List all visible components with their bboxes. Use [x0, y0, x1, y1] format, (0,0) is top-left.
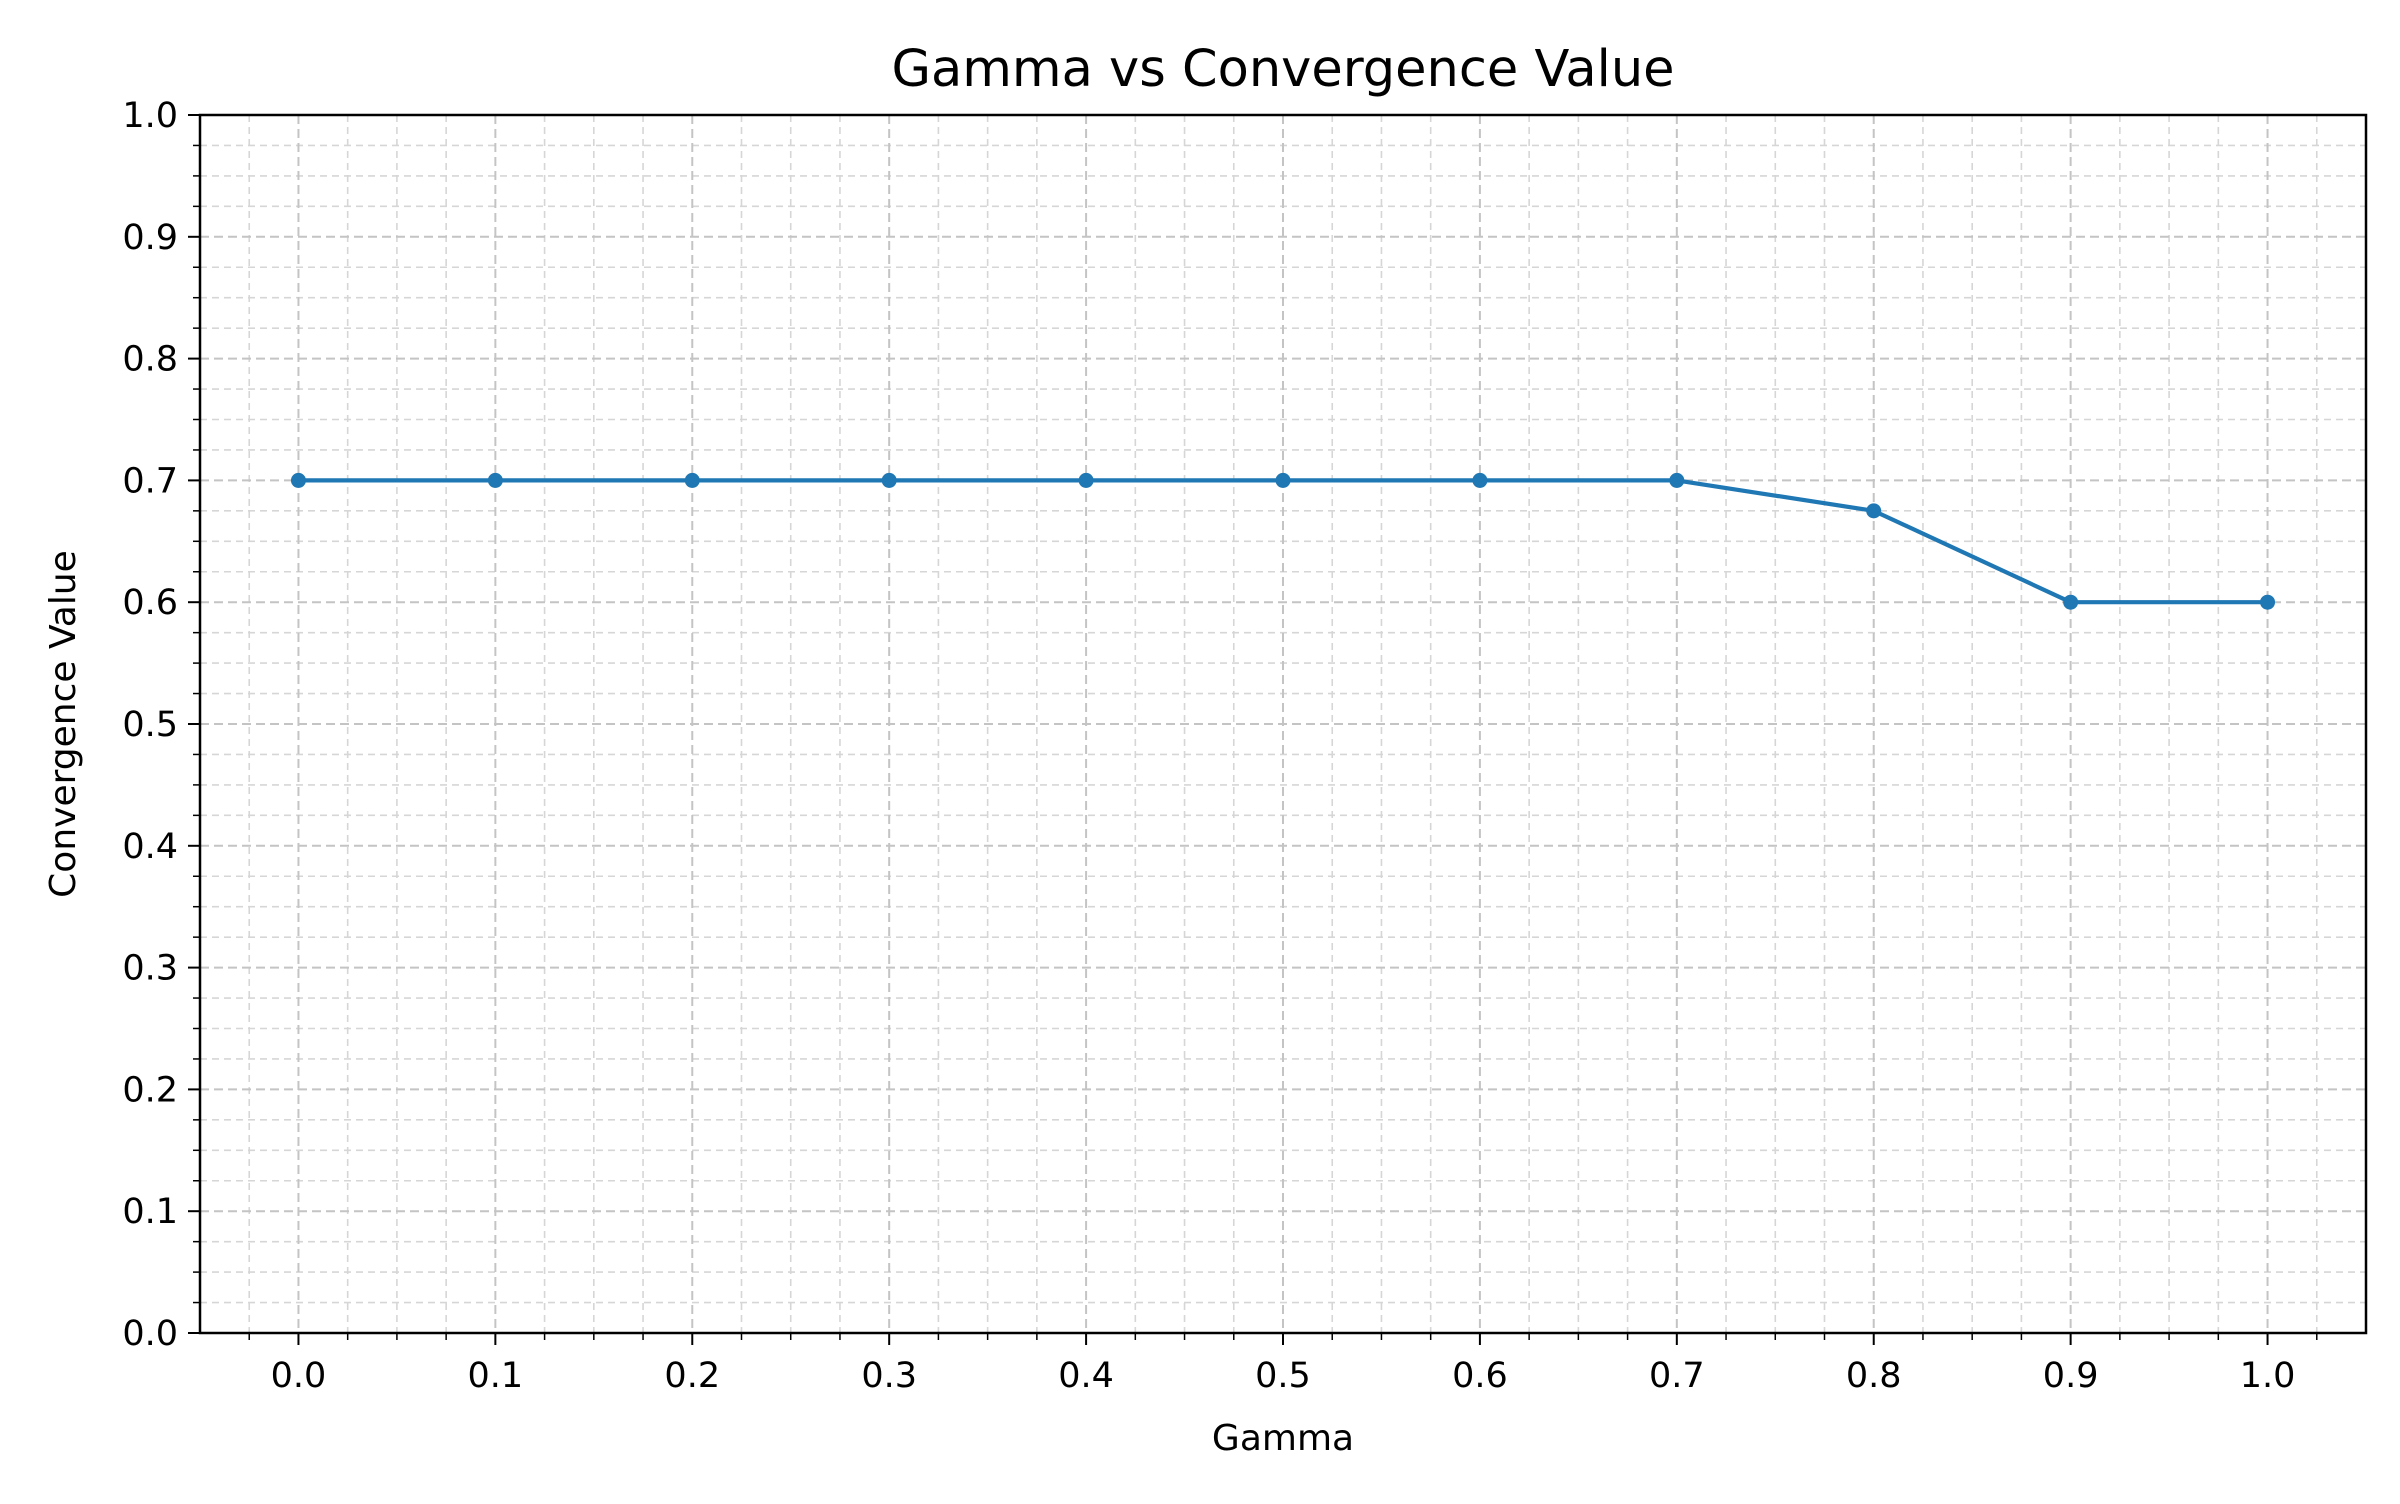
data-point — [684, 472, 700, 488]
x-tick-label: 0.1 — [468, 1356, 524, 1396]
y-tick-label: 0.6 — [122, 583, 178, 623]
x-tick-label: 0.7 — [1649, 1356, 1705, 1396]
ticks: 0.0 0.1 0.2 0.3 0.4 0.5 0.6 0.7 0.8 0.9 1.0 0.0 0.1 0… — [122, 96, 2318, 1396]
chart-title: Gamma vs Convergence Value — [891, 40, 1674, 99]
x-tick-label: 0.0 — [271, 1356, 327, 1396]
x-tick-label: 0.8 — [1846, 1356, 1902, 1396]
series-layer — [290, 472, 2276, 610]
data-point — [1078, 472, 1094, 488]
y-tick-label: 0.7 — [122, 461, 178, 501]
data-point — [1866, 503, 1882, 519]
x-tick-label: 0.6 — [1452, 1356, 1508, 1396]
data-point — [290, 472, 306, 488]
x-tick-label: 0.3 — [861, 1356, 917, 1396]
data-point — [2260, 594, 2276, 610]
data-point — [1472, 472, 1488, 488]
x-tick-label: 1.0 — [2240, 1356, 2296, 1396]
x-tick-label: 0.4 — [1058, 1356, 1114, 1396]
y-tick-label: 1.0 — [122, 96, 178, 136]
data-point — [1669, 472, 1685, 488]
data-point — [487, 472, 503, 488]
x-tick-label: 0.9 — [2043, 1356, 2099, 1396]
y-tick-label: 0.0 — [122, 1314, 178, 1354]
x-tick-label: 0.2 — [664, 1356, 720, 1396]
y-tick-label: 0.1 — [122, 1192, 178, 1232]
data-point — [1275, 472, 1291, 488]
y-tick-label: 0.5 — [122, 705, 178, 745]
y-tick-label: 0.3 — [122, 949, 178, 989]
grid — [200, 115, 2366, 1333]
y-tick-label: 0.4 — [122, 827, 178, 867]
y-axis-label: Convergence Value — [43, 550, 84, 898]
x-tick-label: 0.5 — [1255, 1356, 1311, 1396]
y-tick-label: 0.9 — [122, 218, 178, 258]
y-tick-label: 0.8 — [122, 340, 178, 380]
data-point — [2063, 594, 2079, 610]
data-point — [881, 472, 897, 488]
x-axis-label: Gamma — [1212, 1418, 1354, 1459]
y-tick-label: 0.2 — [122, 1070, 178, 1110]
